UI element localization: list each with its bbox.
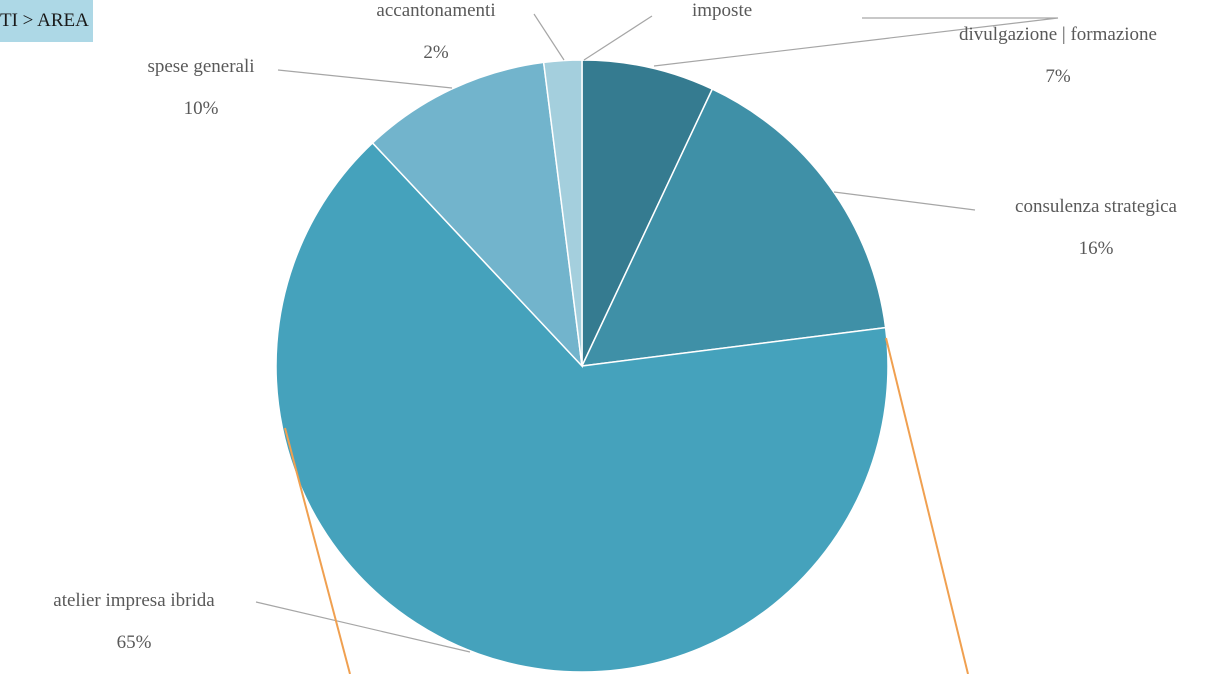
data-label-divulgazione-formazione: divulgazione | formazione [959, 24, 1157, 45]
pie-slice-accantonamenti [542, 59, 583, 367]
data-label-atelier-impresa-ibrida: atelier impresa ibrida [53, 590, 215, 611]
data-label-spese-generali: spese generali [147, 56, 254, 77]
pie-slice-atelier-impresa-ibrida [275, 141, 889, 673]
pie-slice-spese-generali [371, 61, 584, 369]
leader-line-spese-generali [277, 69, 453, 89]
data-value-divulgazione-formazione: 7% [1045, 66, 1071, 87]
data-value-atelier-impresa-ibrida: 65% [117, 632, 152, 653]
leader-line-accantonamenti [533, 13, 565, 61]
data-value-consulenza-strategica: 16% [1079, 238, 1114, 259]
connector-line-right [885, 337, 969, 674]
leader-line-consulenza-strategica [833, 191, 976, 211]
connector-line-left [284, 427, 351, 674]
data-value-accantonamenti: 2% [423, 42, 449, 63]
data-label-consulenza-strategica: consulenza strategica [1015, 196, 1178, 217]
leader-line-imposte [583, 15, 653, 61]
data-label-imposte: imposte [692, 0, 752, 21]
data-label-accantonamenti: accantonamenti [376, 0, 495, 21]
leader-line-divulgazione-formazione [653, 17, 1059, 67]
data-value-spese-generali: 10% [184, 98, 219, 119]
pie-slice-divulgazione-formazione [581, 59, 714, 367]
pie-slice-consulenza-strategica [580, 88, 887, 367]
breadcrumb: TI > AREA [0, 0, 93, 42]
leader-line-atelier-impresa-ibrida [255, 601, 471, 653]
